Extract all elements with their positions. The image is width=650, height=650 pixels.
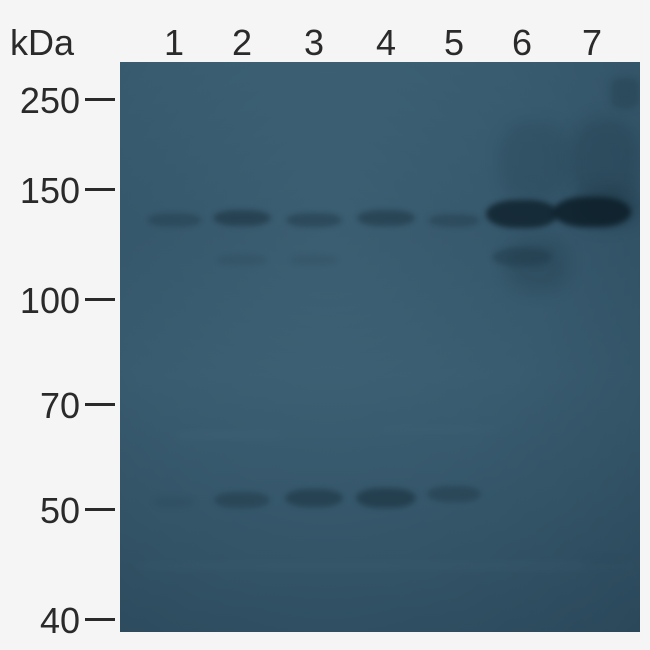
- protein-band: [427, 486, 481, 502]
- marker-tick: [85, 403, 115, 406]
- protein-band: [553, 197, 631, 227]
- protein-band: [486, 200, 558, 228]
- protein-band: [153, 496, 195, 508]
- unit-label: kDa: [10, 22, 74, 64]
- blot-artifact: [610, 77, 640, 109]
- protein-band: [356, 488, 416, 508]
- blot-artifact: [380, 427, 500, 432]
- protein-band: [357, 210, 415, 226]
- blot-smear: [500, 122, 570, 202]
- protein-band: [214, 492, 270, 508]
- marker-label: 40: [10, 600, 80, 642]
- protein-band: [492, 248, 552, 266]
- lane-label: 4: [371, 22, 401, 64]
- marker-label: 70: [10, 385, 80, 427]
- marker-label: 100: [10, 280, 80, 322]
- marker-tick: [85, 98, 115, 101]
- marker-tick: [85, 188, 115, 191]
- protein-band: [147, 213, 202, 227]
- lane-label: 5: [439, 22, 469, 64]
- blot-area: [120, 62, 640, 632]
- blot-artifact: [585, 557, 625, 567]
- blot-artifact: [135, 562, 635, 570]
- lane-label: 3: [299, 22, 329, 64]
- marker-label: 250: [10, 80, 80, 122]
- lane-label: 7: [577, 22, 607, 64]
- marker-label: 150: [10, 170, 80, 212]
- figure-container: kDa 1234567 250 150 100 70 50 40: [0, 0, 650, 650]
- protein-band: [290, 255, 338, 265]
- blot-artifact: [175, 432, 285, 438]
- marker-tick: [85, 508, 115, 511]
- lane-label: 2: [227, 22, 257, 64]
- protein-band: [428, 214, 480, 227]
- lane-label: 6: [507, 22, 537, 64]
- protein-band: [285, 489, 343, 507]
- marker-tick: [85, 618, 115, 621]
- protein-band: [213, 210, 271, 226]
- lane-label: 1: [159, 22, 189, 64]
- marker-label: 50: [10, 490, 80, 532]
- protein-band: [217, 255, 267, 265]
- protein-band: [286, 213, 342, 227]
- marker-tick: [85, 298, 115, 301]
